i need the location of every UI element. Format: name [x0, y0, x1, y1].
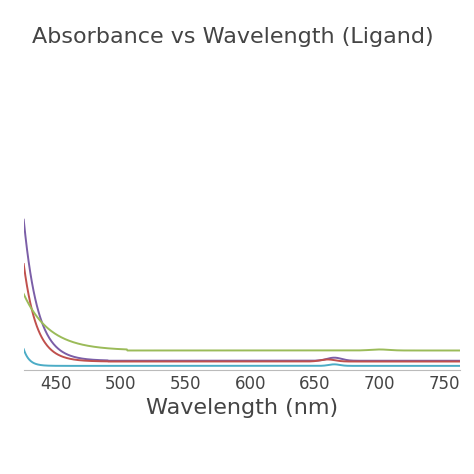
- X-axis label: Wavelength (nm): Wavelength (nm): [146, 398, 338, 418]
- Text: Absorbance vs Wavelength (Ligand): Absorbance vs Wavelength (Ligand): [32, 27, 434, 47]
